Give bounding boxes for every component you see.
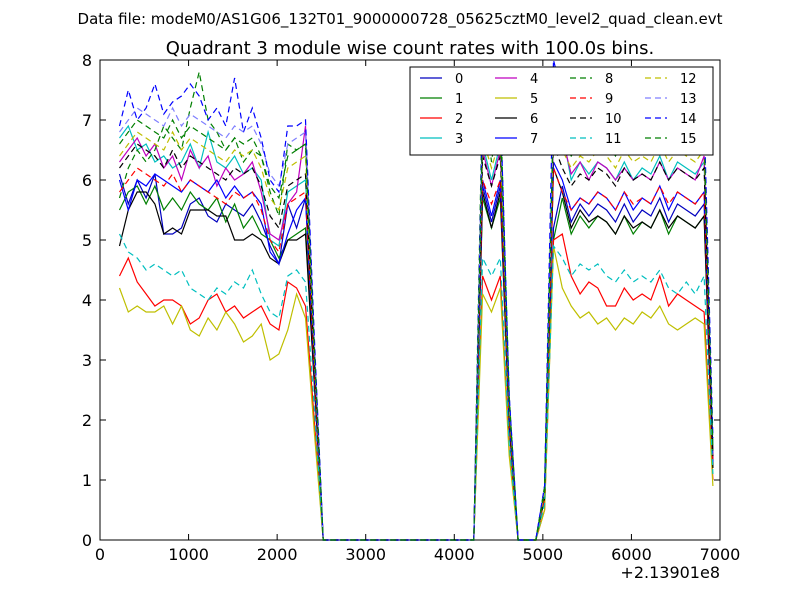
legend-label-4: 4 xyxy=(530,72,538,87)
series-line-15 xyxy=(119,113,714,541)
y-tick-label: 8 xyxy=(82,51,92,70)
x-tick-label: 0 xyxy=(95,545,105,564)
series-line-5 xyxy=(118,245,714,541)
x-axis: 0 1000 2000 3000 4000 5000 6000 7000 xyxy=(95,60,740,564)
y-tick-label: 1 xyxy=(82,471,92,490)
legend-label-15: 15 xyxy=(680,132,697,147)
legend-label-9: 9 xyxy=(605,92,613,107)
y-tick-label: 2 xyxy=(82,411,92,430)
x-tick-label: 7000 xyxy=(700,545,741,564)
legend-label-8: 8 xyxy=(605,72,613,87)
figure-suptitle: Data file: modeM0/AS1G06_132T01_90000007… xyxy=(78,10,723,29)
legend-label-2: 2 xyxy=(455,112,463,127)
x-tick-label: 2000 xyxy=(257,545,298,564)
y-tick-label: 7 xyxy=(82,111,92,130)
x-tick-label: 5000 xyxy=(522,545,563,564)
x-tick-label: 4000 xyxy=(434,545,475,564)
legend-label-14: 14 xyxy=(680,112,697,127)
x-tick-label: 6000 xyxy=(611,545,652,564)
y-tick-label: 5 xyxy=(82,231,92,250)
legend-label-0: 0 xyxy=(455,72,463,87)
legend-label-10: 10 xyxy=(605,112,622,127)
x-offset-label: +2.13901e8 xyxy=(620,563,720,582)
legend-label-3: 3 xyxy=(455,132,463,147)
x-tick-label: 1000 xyxy=(168,545,209,564)
y-tick-label: 0 xyxy=(82,531,92,550)
y-tick-label: 3 xyxy=(82,351,92,370)
legend-frame xyxy=(409,66,714,156)
legend-label-7: 7 xyxy=(530,132,538,147)
legend-label-11: 11 xyxy=(605,132,622,147)
legend-label-1: 1 xyxy=(455,92,463,107)
x-tick-label: 3000 xyxy=(345,545,386,564)
chart-title: Quadrant 3 module wise count rates with … xyxy=(166,38,655,59)
legend-label-5: 5 xyxy=(530,92,538,107)
series-line-2 xyxy=(118,233,714,541)
y-tick-label: 6 xyxy=(82,171,92,190)
legend-label-6: 6 xyxy=(530,112,538,127)
y-tick-label: 4 xyxy=(82,291,92,310)
legend-label-13: 13 xyxy=(680,92,697,107)
series-line-11 xyxy=(118,233,714,541)
legend-label-12: 12 xyxy=(680,72,697,87)
series-line-7 xyxy=(118,161,714,541)
